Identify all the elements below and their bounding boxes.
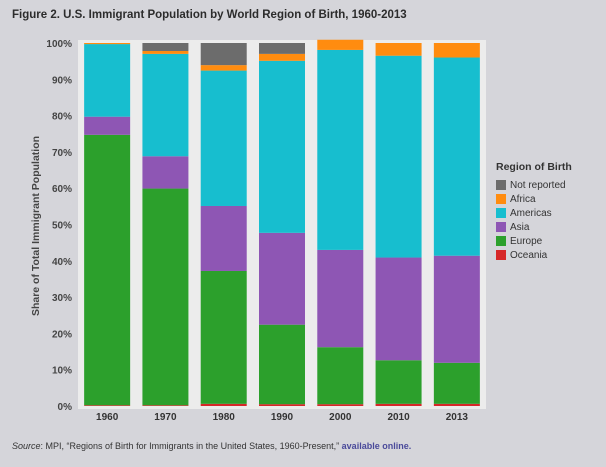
bar-segment-asia (142, 156, 189, 189)
bar-segment-oceania (200, 403, 247, 406)
legend-swatch (496, 222, 506, 232)
y-tick-label: 100% (46, 39, 72, 50)
bar-segment-asia (200, 205, 247, 271)
x-tick-label: 1990 (271, 412, 294, 423)
bar-segment-africa (142, 50, 189, 54)
bar-segment-americas (317, 49, 364, 250)
x-tick-label: 1960 (96, 412, 119, 423)
figure-title: Figure 2. U.S. Immigrant Population by W… (12, 9, 407, 21)
bar-segment-not-reported (259, 43, 305, 54)
legend-label: Europe (510, 235, 543, 247)
bar-segment-asia (375, 257, 422, 361)
y-tick-label: 40% (52, 257, 72, 268)
x-tick-label: 2010 (387, 412, 410, 423)
bar-segment-americas (200, 70, 247, 206)
bar-segment-asia (317, 249, 364, 348)
legend-item: Europe (496, 234, 572, 248)
legend-swatch (496, 236, 506, 246)
legend-item: Africa (496, 192, 572, 206)
legend-label: Americas (510, 207, 552, 219)
bar-segment-americas (375, 55, 422, 258)
bar-segment-oceania (375, 403, 422, 406)
y-tick-label: 50% (52, 221, 72, 232)
bar-segment-not-reported (142, 43, 189, 51)
bar-segment-oceania (433, 403, 480, 406)
legend-label: Oceania (510, 249, 548, 261)
bar-segment-asia (433, 255, 480, 363)
bar-segment-americas (433, 57, 480, 256)
x-tick-label: 2013 (446, 412, 469, 423)
source-link[interactable]: available online. (341, 441, 412, 451)
bar-segment-americas (84, 44, 131, 117)
bar-segment-asia (84, 116, 131, 135)
bar-segment-europe (317, 347, 364, 405)
bar-segment-africa (433, 43, 480, 58)
bar-segment-americas (142, 53, 189, 157)
legend-items: Not reported Africa Americas Asia Europe Ocea… (496, 178, 572, 262)
bar-segment-europe (84, 134, 131, 406)
legend-swatch (496, 250, 506, 260)
y-tick-label: 20% (52, 329, 72, 340)
bar-segment-oceania (317, 404, 364, 406)
legend-item: Oceania (496, 248, 572, 262)
source-text: : MPI, “Regions of Birth for Immigrants … (40, 441, 342, 451)
legend: Region of Birth Not reported Africa Americ… (496, 161, 572, 262)
y-tick-label: 80% (52, 112, 72, 123)
bar-segment-europe (200, 270, 247, 404)
legend-item: Asia (496, 220, 572, 234)
y-tick-label: 0% (58, 402, 73, 413)
x-tick-label: 2000 (329, 412, 352, 423)
bar-segment-europe (433, 362, 480, 404)
bar-segment-africa (84, 43, 131, 45)
y-axis-title: Share of Total Immigrant Population (30, 135, 42, 317)
x-tick-label: 1980 (213, 412, 236, 423)
bar-segment-americas (259, 60, 305, 233)
legend-item: Americas (496, 206, 572, 220)
bar-segment-africa (200, 65, 247, 71)
legend-label: Africa (510, 193, 536, 205)
bar-segment-africa (259, 53, 305, 61)
bar-segment-africa (375, 43, 422, 56)
legend-swatch (496, 180, 506, 190)
y-tick-label: 90% (52, 75, 72, 86)
legend-swatch (496, 208, 506, 218)
bar-segment-europe (142, 188, 189, 406)
bar-segment-europe (259, 324, 305, 405)
y-tick-label: 10% (52, 366, 72, 377)
source-note: Source: MPI, “Regions of Birth for Immig… (12, 441, 411, 451)
legend-label: Asia (510, 221, 530, 233)
bar-segment-not-reported (200, 43, 247, 66)
bar-segment-oceania (259, 404, 305, 406)
bar-segment-europe (375, 360, 422, 404)
legend-swatch (496, 194, 506, 204)
bar-segment-oceania (84, 405, 131, 406)
x-tick-label: 1970 (154, 412, 177, 423)
y-tick-label: 60% (52, 184, 72, 195)
source-label: Source (12, 441, 41, 451)
y-tick-label: 30% (52, 293, 72, 304)
bar-segment-asia (259, 232, 305, 325)
bar-segment-africa (317, 39, 364, 50)
legend-label: Not reported (510, 179, 566, 191)
bar-segment-oceania (142, 405, 189, 406)
legend-title: Region of Birth (496, 161, 572, 173)
legend-item: Not reported (496, 178, 572, 192)
y-tick-label: 70% (52, 148, 72, 159)
